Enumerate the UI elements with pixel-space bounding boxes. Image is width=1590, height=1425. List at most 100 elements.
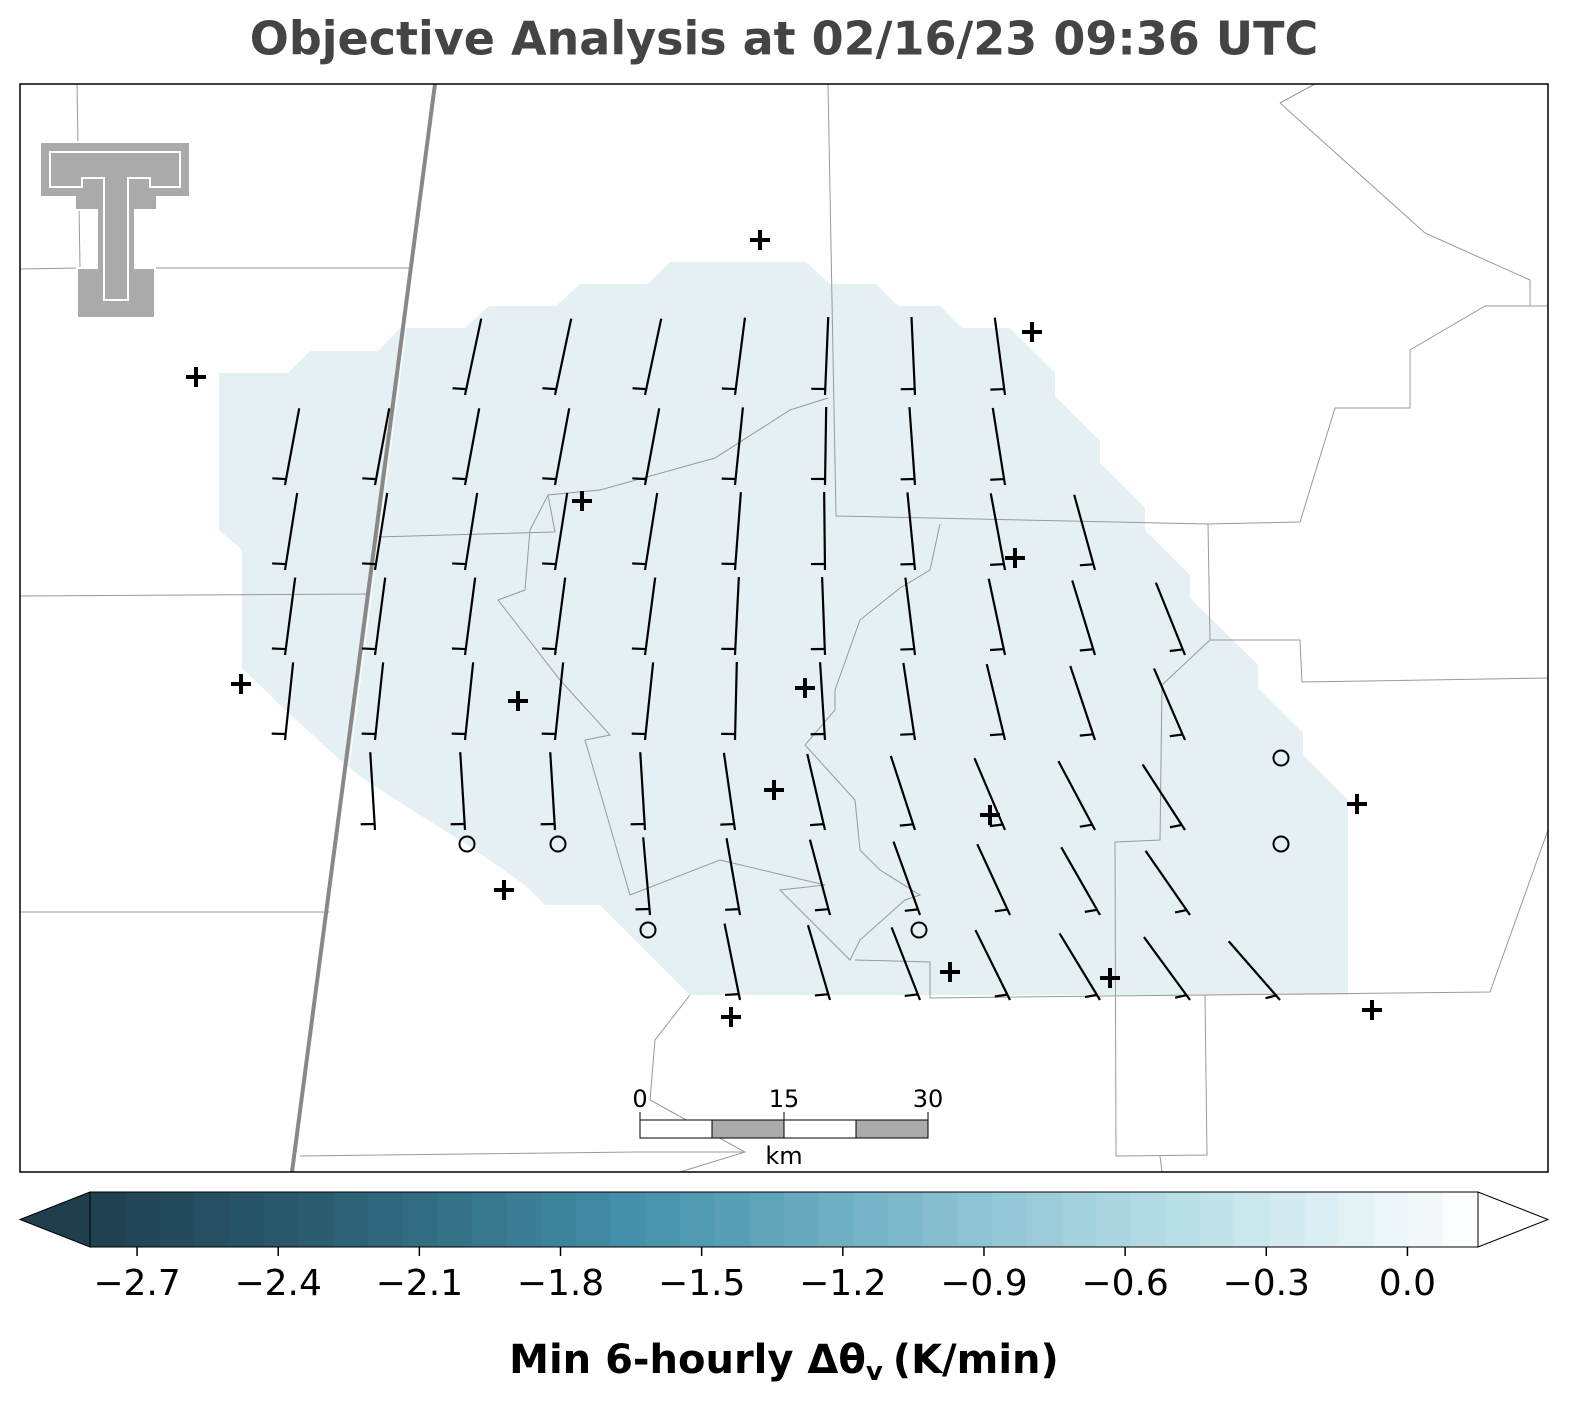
barb-flag — [632, 562, 646, 566]
barb-staff — [1071, 580, 1097, 656]
colorbar-bin — [1443, 1192, 1479, 1247]
barb-staff — [643, 662, 655, 741]
scale-segment — [783, 1119, 857, 1139]
barb-flag — [994, 993, 1008, 998]
station-plus — [572, 491, 592, 511]
barb-staff — [463, 662, 475, 741]
colorbar-bin — [818, 1192, 854, 1247]
barb-staff — [806, 753, 827, 831]
barb-flag — [361, 647, 376, 651]
barb-staff — [459, 752, 467, 831]
barb-staff — [973, 757, 1007, 831]
barb-staff — [733, 492, 742, 571]
station-plus — [750, 230, 770, 250]
colorbar-bin — [263, 1192, 299, 1247]
barb-flag — [990, 387, 1005, 391]
barb-flag — [814, 993, 829, 997]
barb-staff — [373, 577, 387, 656]
scale-label: 15 — [769, 1085, 800, 1113]
barb-staff — [283, 492, 299, 571]
station-plus — [231, 674, 251, 694]
barb-staff — [733, 407, 745, 486]
barb-flag — [1169, 823, 1182, 829]
barb-flag — [814, 908, 829, 912]
barb-staff — [1069, 665, 1097, 741]
barb-staff — [806, 924, 832, 1001]
barb-staff — [890, 926, 922, 1001]
barb-flag — [451, 647, 466, 651]
county-line — [854, 523, 1549, 1173]
colorbar-bin — [1026, 1192, 1063, 1247]
logo — [39, 141, 191, 319]
barb-staff — [733, 577, 740, 656]
station-calm — [549, 835, 567, 853]
colorbar-bin — [784, 1192, 820, 1247]
barb-staff — [1057, 760, 1096, 831]
colorbar-bin — [749, 1192, 785, 1247]
barb-flag — [989, 733, 1004, 737]
barb-staff — [643, 492, 659, 571]
barb-flag — [542, 562, 556, 566]
barb-staff — [1144, 850, 1191, 916]
colorbar-bin — [610, 1192, 646, 1247]
label-unit: (K/min) — [893, 1337, 1059, 1383]
colorbar-tick-label: −1.2 — [799, 1263, 886, 1304]
wind-barbs — [271, 317, 1281, 1001]
barb-staff — [722, 752, 737, 831]
station-calm — [910, 921, 928, 939]
barb-staff — [910, 317, 917, 396]
colorbar-bin — [575, 1192, 612, 1247]
barb-staff — [1227, 940, 1281, 1001]
colorbar-tick-label: −2.1 — [376, 1263, 463, 1304]
colorbar-label: Min 6-hourly Δθv (K/min) — [509, 1337, 1059, 1387]
colorbar-bin — [1269, 1192, 1306, 1247]
barb-flag — [904, 908, 919, 912]
barb-staff — [373, 408, 391, 486]
barb-flag — [990, 563, 1004, 566]
barb-staff — [373, 492, 389, 571]
barb-flag — [1169, 648, 1183, 653]
colorbar-bin — [957, 1192, 993, 1247]
barb-staff — [553, 662, 565, 741]
barb-staff — [823, 317, 830, 396]
barb-flag — [721, 387, 736, 391]
barb-flag — [1079, 733, 1094, 737]
colorbar-bin — [159, 1192, 195, 1247]
station-plus — [508, 691, 528, 711]
colorbar-bin — [367, 1192, 403, 1247]
barb-flag — [271, 647, 286, 651]
barb-staff — [553, 577, 567, 656]
colorbar-tick-label: −1.5 — [658, 1263, 745, 1304]
barb-staff — [639, 752, 647, 831]
colorbar-bin — [90, 1192, 126, 1247]
colorbar-bin — [1408, 1192, 1444, 1247]
colorbar-tick-label: −0.3 — [1223, 1263, 1310, 1304]
colorbar-bin — [992, 1192, 1028, 1247]
barb-flag — [1174, 908, 1187, 914]
map-border — [19, 83, 1549, 1173]
barb-flag — [989, 648, 1004, 652]
scale-segment — [711, 1119, 785, 1139]
barb-staff — [823, 406, 828, 486]
barb-flag — [904, 993, 918, 998]
barb-staff — [553, 492, 569, 571]
scale-bar: 0 15 30 km — [632, 1085, 943, 1170]
barb-staff — [549, 752, 557, 831]
colorbar-bin — [332, 1192, 369, 1247]
barb-flag — [900, 647, 915, 651]
barb-staff — [463, 408, 481, 486]
barb-staff — [369, 752, 377, 831]
station-plus — [721, 1007, 741, 1027]
barb-flag — [720, 822, 735, 826]
barb-flag — [632, 387, 647, 391]
barb-staff — [889, 755, 917, 831]
colorbar-bin — [1131, 1192, 1167, 1247]
barb-staff — [906, 492, 917, 571]
colorbar-bin — [1061, 1192, 1097, 1247]
barb-staff — [283, 662, 295, 741]
barb-staff — [902, 662, 917, 741]
colorbar-bin — [541, 1192, 577, 1247]
barb-flag — [452, 562, 466, 566]
station-plus — [1362, 1000, 1382, 1020]
barb-flag — [452, 477, 467, 481]
